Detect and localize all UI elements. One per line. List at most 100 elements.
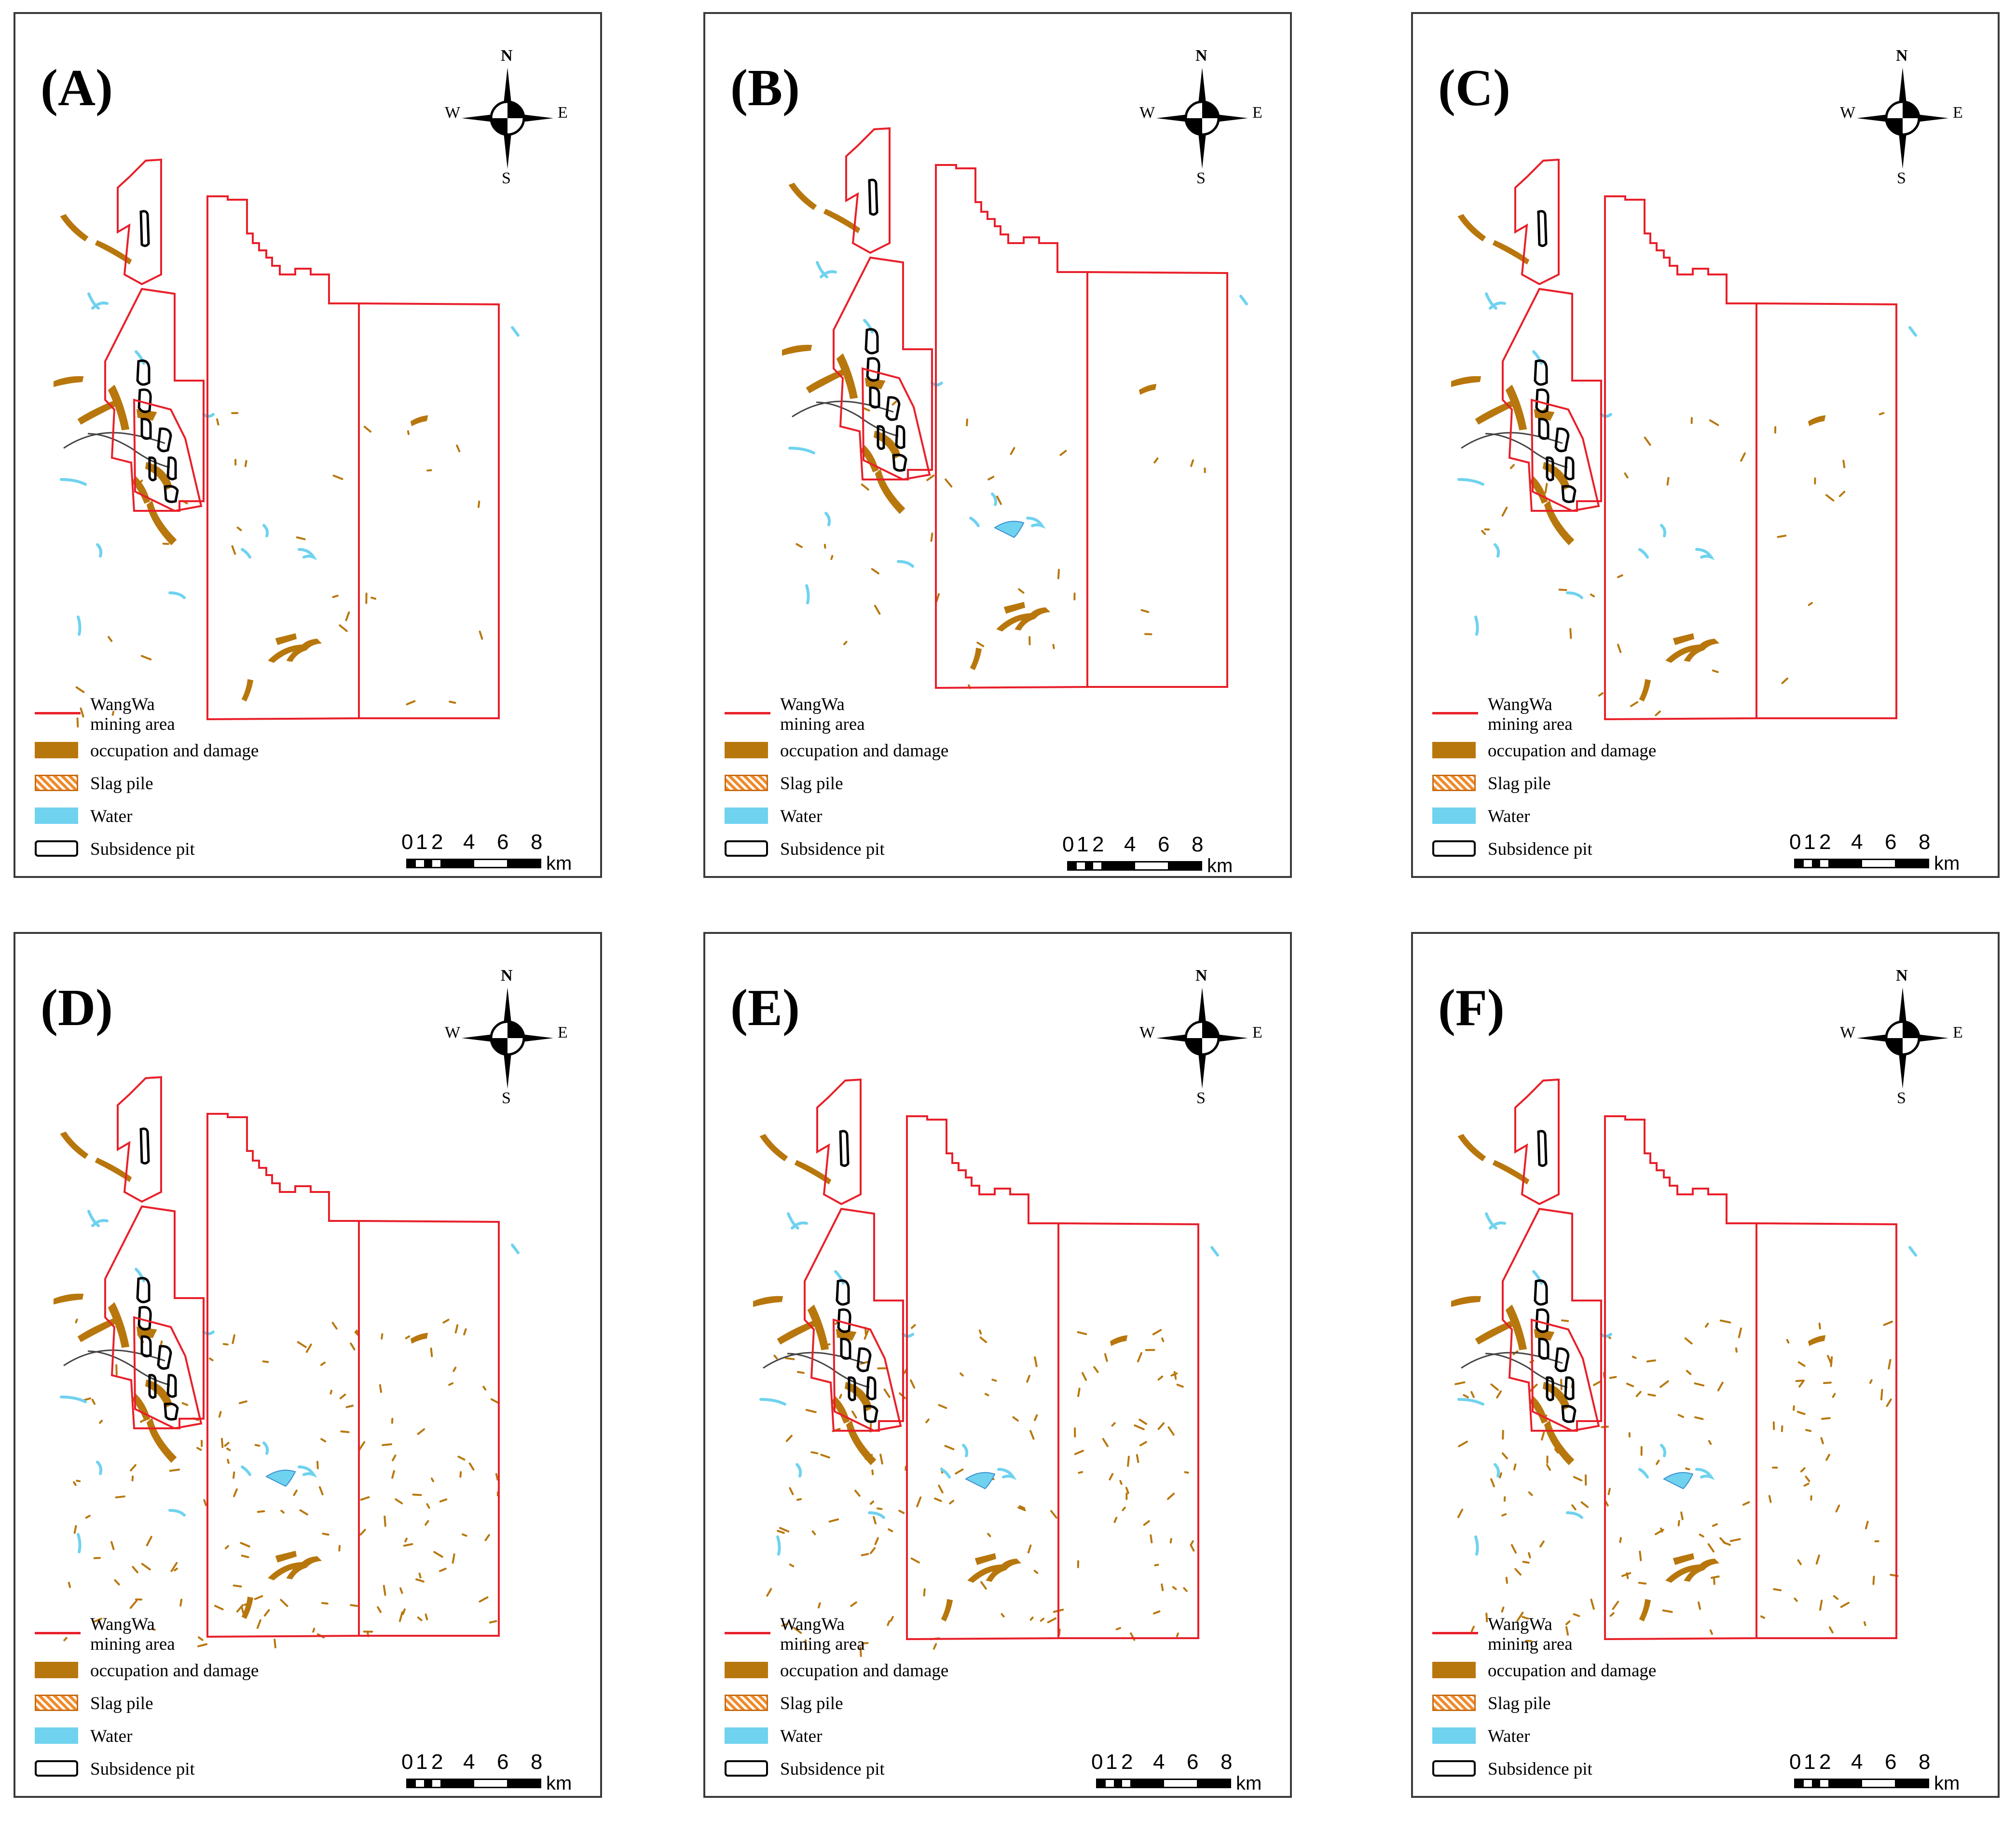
damage-area <box>108 384 130 431</box>
scale-tick-label: 2 <box>1819 1750 1831 1774</box>
water-body <box>1485 292 1497 310</box>
damage-speck <box>773 1355 778 1360</box>
damage-speck <box>1797 1410 1806 1415</box>
water-body <box>77 616 82 636</box>
legend-slag-label: Slag pile <box>780 774 843 794</box>
water-body <box>1239 295 1248 305</box>
water-body <box>1660 1444 1667 1457</box>
damage-speck <box>945 478 953 488</box>
legend-pit-label: Subsidence pit <box>1488 1759 1592 1779</box>
damage-speck <box>1723 1541 1731 1546</box>
damage-speck <box>1529 1383 1538 1392</box>
damage-speck <box>916 1496 922 1507</box>
subsidence-pit <box>140 1335 152 1357</box>
damage-speck <box>1773 1588 1782 1591</box>
damage-area <box>836 353 858 399</box>
damage-speck <box>1074 1450 1084 1455</box>
legend-boundary-label: WangWa <box>780 695 845 714</box>
damage-speck <box>987 476 995 480</box>
damage-speck <box>1833 1595 1839 1600</box>
damage-area <box>275 633 297 645</box>
scale-tick-label: 8 <box>1919 830 1931 854</box>
scale-tick-label: 4 <box>463 830 475 854</box>
damage-area <box>1673 1553 1695 1565</box>
damage-speck <box>789 1487 794 1495</box>
legend-pit-label: Subsidence pit <box>780 839 885 859</box>
damage-speck <box>359 1529 366 1536</box>
damage-speck <box>391 1470 395 1479</box>
panel-label: (D) <box>41 979 113 1037</box>
compass-west-label: W <box>1139 1024 1155 1041</box>
damage-speck <box>1522 1561 1530 1564</box>
damage-speck <box>263 1609 270 1617</box>
damage-speck <box>209 1357 214 1361</box>
damage-area <box>1665 1558 1720 1583</box>
damage-speck <box>811 1530 816 1535</box>
scale-unit-label: km <box>1934 1773 1960 1794</box>
damage-speck <box>1685 1467 1690 1470</box>
damage-speck <box>490 1398 499 1404</box>
scale-tick-label: 1 <box>416 830 428 854</box>
damage-speck <box>203 1499 207 1506</box>
compass-rose-icon <box>1156 68 1248 169</box>
boundary-line-symbol <box>35 1632 81 1634</box>
damage-speck <box>1825 1453 1830 1461</box>
damage-speck <box>1619 1537 1622 1543</box>
damage-speck <box>407 430 410 435</box>
damage-speck <box>1113 1517 1118 1523</box>
boundary-line-symbol <box>1432 712 1478 714</box>
scale-tick-label: 6 <box>497 830 509 854</box>
water-body <box>962 1444 969 1457</box>
damage-speck <box>944 1445 955 1451</box>
damage-speck <box>1078 1471 1083 1474</box>
damage-speck <box>864 1454 873 1460</box>
damage-speck <box>115 1495 125 1499</box>
damage-speck <box>256 1619 261 1629</box>
damage-speck <box>1481 530 1486 535</box>
road-line <box>792 400 894 418</box>
damage-speck <box>1457 1508 1464 1519</box>
mining-area-boundary <box>1086 271 1228 688</box>
damage-speck <box>1842 460 1846 468</box>
subsidence-pit <box>137 1306 152 1331</box>
boundary-line-symbol <box>1432 1632 1478 1634</box>
damage-speck <box>1027 1544 1032 1554</box>
damage-speck <box>129 1600 137 1609</box>
scale-unit-label: km <box>1207 855 1233 876</box>
damage-speck <box>1018 588 1025 594</box>
damage-speck <box>83 1397 91 1401</box>
damage-speck <box>938 1484 944 1493</box>
damage-speck <box>1777 534 1787 538</box>
water-body <box>1457 478 1484 486</box>
water-body <box>1532 1270 1543 1285</box>
mining-area-boundary <box>1502 1207 1602 1432</box>
scale-bar: 0 1 2 4 6 8 km <box>401 1752 604 1795</box>
damage-speck <box>1029 1430 1035 1440</box>
damage-speck <box>1560 1379 1563 1390</box>
damage-speck <box>1077 1331 1087 1335</box>
legend-item-damage: occupation and damage <box>1432 1661 1770 1690</box>
damage-speck <box>68 1582 71 1588</box>
scale-tick-label: 4 <box>1124 833 1136 856</box>
scale-tick-label: 8 <box>1919 1750 1931 1774</box>
damage-speck <box>1104 1353 1108 1362</box>
subsidence-pit <box>837 1308 851 1333</box>
damage-speck <box>1172 1586 1177 1590</box>
water-body <box>1532 350 1543 365</box>
damage-speck <box>991 1379 997 1382</box>
mining-area-boundary <box>1604 195 1757 721</box>
subsidence-pit <box>866 357 880 382</box>
scale-tick-label: 8 <box>531 830 543 854</box>
water-body <box>1210 1246 1219 1257</box>
damage-speck <box>1111 1422 1116 1427</box>
damage-speck <box>1735 1347 1738 1353</box>
damage-speck <box>1580 1501 1589 1508</box>
damage-speck <box>1109 1473 1114 1480</box>
damage-speck <box>1139 1441 1147 1447</box>
damage-speck <box>789 1563 795 1567</box>
water-body <box>1638 1468 1649 1479</box>
damage-speck <box>1059 450 1067 456</box>
damage-speck <box>1609 1376 1617 1379</box>
map-canvas <box>54 1076 520 1649</box>
damage-speck <box>1677 1414 1684 1418</box>
